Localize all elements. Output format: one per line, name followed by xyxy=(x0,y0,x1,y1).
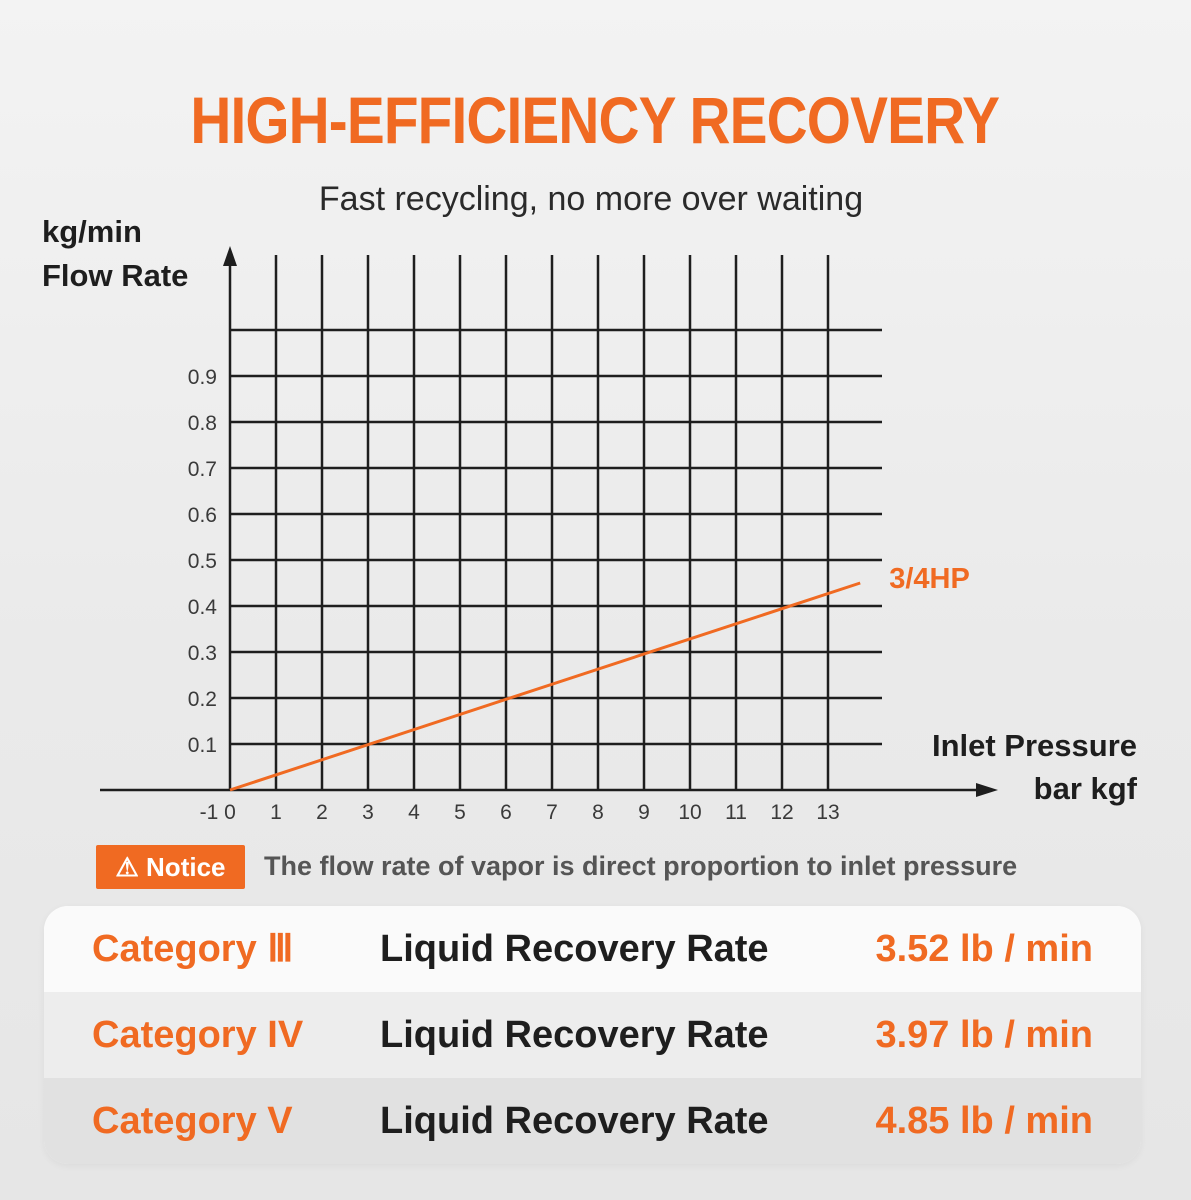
category-label: Category Ⅲ xyxy=(92,928,294,970)
flow-rate-chart: 0.10.20.30.40.50.60.70.80.9-1 0 1 2 3 4 5 6 7 8 9 1… xyxy=(100,246,998,824)
y-axis-unit: kg/min xyxy=(42,214,142,249)
y-tick-label: 0.5 xyxy=(188,550,217,573)
category-label: Category IV xyxy=(92,1014,304,1056)
table-row: Category IV Liquid Recovery Rate 3.97 lb… xyxy=(44,992,1141,1078)
rate-value: 3.52 lb / min xyxy=(875,928,1093,970)
rate-label: Liquid Recovery Rate xyxy=(380,928,769,970)
y-axis-arrow xyxy=(223,246,237,266)
series-line xyxy=(229,581,861,792)
y-tick-label: 0.7 xyxy=(188,458,217,481)
page-title: HIGH-EFFICIENCY RECOVERY xyxy=(190,83,1000,157)
series-label: 3/4HP xyxy=(889,563,970,595)
table-row: Category V Liquid Recovery Rate 4.85 lb … xyxy=(44,1078,1141,1164)
rate-label: Liquid Recovery Rate xyxy=(380,1100,769,1142)
y-tick-label: 0.2 xyxy=(188,688,217,711)
x-tick-label: -1 xyxy=(200,801,219,824)
x-tick-label: 1 xyxy=(270,801,282,824)
rate-value: 4.85 lb / min xyxy=(875,1100,1093,1142)
y-axis-label: Flow Rate xyxy=(42,258,189,293)
x-tick-label: 8 xyxy=(592,801,604,824)
x-axis-label: Inlet Pressure xyxy=(931,728,1137,763)
page-subtitle: Fast recycling, no more over waiting xyxy=(318,180,864,218)
x-axis-unit: bar kgf xyxy=(1033,771,1137,806)
notice-text: The flow rate of vapor is direct proport… xyxy=(264,851,1018,881)
x-tick-label: 6 xyxy=(500,801,512,824)
x-tick-label: 0 xyxy=(224,801,236,824)
x-tick-label: 13 xyxy=(816,801,839,824)
y-tick-label: 0.4 xyxy=(188,596,218,619)
x-tick-label: 4 xyxy=(408,801,420,824)
x-tick-label: 3 xyxy=(362,801,374,824)
x-tick-label: 12 xyxy=(770,801,793,824)
rate-value: 3.97 lb / min xyxy=(875,1014,1093,1056)
table-row: Category Ⅲ Liquid Recovery Rate 3.52 lb … xyxy=(44,906,1141,992)
y-tick-label: 0.9 xyxy=(188,366,217,389)
y-tick-label: 0.6 xyxy=(188,504,217,527)
x-axis-arrow xyxy=(976,783,998,797)
x-tick-label: 5 xyxy=(454,801,466,824)
x-tick-label: 11 xyxy=(725,801,747,824)
rate-label: Liquid Recovery Rate xyxy=(380,1014,769,1056)
x-tick-label: 2 xyxy=(316,801,328,824)
y-tick-label: 0.8 xyxy=(188,412,217,435)
notice-badge: ⚠ Notice xyxy=(96,845,245,889)
x-tick-label: 9 xyxy=(638,801,650,824)
y-tick-label: 0.1 xyxy=(188,734,217,757)
category-label: Category V xyxy=(92,1100,293,1142)
x-tick-label: 7 xyxy=(546,801,558,824)
x-tick-label: 10 xyxy=(678,801,701,824)
recovery-rate-table: Category Ⅲ Liquid Recovery Rate 3.52 lb … xyxy=(44,906,1141,1164)
y-tick-label: 0.3 xyxy=(188,642,217,665)
